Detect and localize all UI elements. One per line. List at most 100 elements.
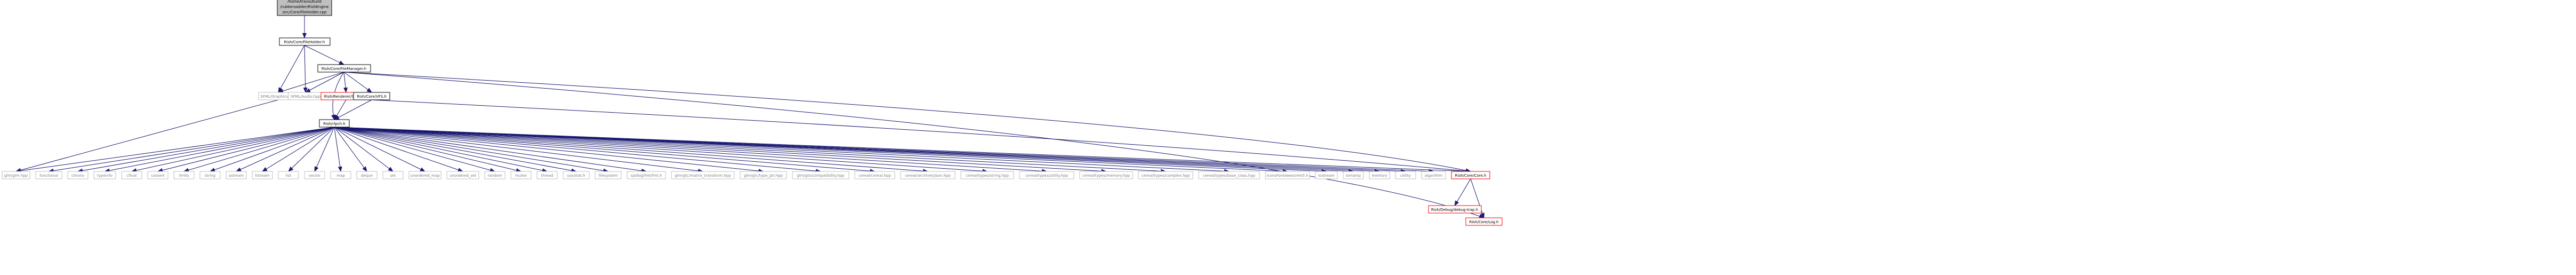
node-box (900, 171, 956, 179)
node-limits[interactable]: limits (173, 171, 195, 179)
node-algorithm[interactable]: algorithm (1421, 171, 1446, 179)
node-box (1421, 171, 1446, 179)
edge-rish-core-filemanager-h-to-rish-core-log-h (343, 72, 1484, 218)
node-rish-core-log-h[interactable]: Rish/Core/Log.h (1465, 217, 1503, 226)
node-utility[interactable]: utility (1395, 171, 1416, 179)
node-label: filesystem (599, 174, 618, 178)
edge-rish-rlpch-h-to-vector (314, 127, 335, 172)
edge-rish-rlpch-h-to-limits (183, 127, 335, 172)
edge-rish-rlpch-h-to-unordered-map (334, 127, 426, 172)
node-box (595, 171, 622, 179)
node-sfml-audio-hpp[interactable]: SFML/Audio.hpp (288, 92, 323, 100)
node-set[interactable]: set (382, 171, 404, 179)
edge-rish-core-filemanager-h-to-rish-core-core-h (343, 72, 1471, 173)
edge-rish-rlpch-h-to-sstream (236, 127, 335, 172)
node-spdlog-fmt-fmt-h[interactable]: spdlog/fmt/fmt.h (627, 171, 666, 179)
node-memory[interactable]: memory (1369, 171, 1390, 179)
node-box (960, 171, 1014, 179)
node-random[interactable]: random (484, 171, 505, 179)
node-unordered-map[interactable]: unordered_map (408, 171, 442, 179)
edge-rish-rlpch-h-to-cfloat (131, 127, 335, 172)
edge-rish-core-fileholder-h-to-sfml-audio-hpp (303, 45, 308, 93)
node-filesystem[interactable]: filesystem (595, 171, 622, 179)
node-box (147, 171, 168, 179)
node-glm-gtc-matrix-transform-hpp[interactable]: glm/gtc/matrix_transform.hpp (671, 171, 735, 179)
node-rish-core-vfs-h[interactable]: Rish/Core/VFS.h (353, 92, 390, 100)
node-box (792, 171, 849, 179)
node-glm-gtx-compatibility-hpp[interactable]: glm/gtx/compatibility.hpp (792, 171, 849, 179)
node-vector[interactable]: vector (304, 171, 325, 179)
node-label: set (390, 174, 396, 178)
node-cereal-archives-json-hpp[interactable]: cereal/archives/json.hpp (900, 171, 956, 179)
node-thread[interactable]: thread (536, 171, 558, 179)
node-fstream[interactable]: fstream (252, 171, 273, 179)
node-glm-gtc-type-ptr-hpp[interactable]: glm/gtc/type_ptr.hpp (740, 171, 787, 179)
node-box (252, 171, 273, 179)
node-cereal-types-complex-hpp[interactable]: cereal/types/complex.hpp (1138, 171, 1193, 179)
node-rish-rlpch-h[interactable]: Rish/rlpch.h (319, 119, 350, 128)
node-label: cereal/types/base_class.hpp (1203, 174, 1256, 178)
node-list[interactable]: list (278, 171, 299, 179)
edge-rish-core-core-h-to-rish-core-log-h (1470, 178, 1484, 218)
edge-rish-rlpch-h-to-cereal-types-memory-hpp (334, 127, 1107, 174)
node-map[interactable]: map (330, 171, 351, 179)
node-box (408, 171, 442, 179)
node-label: Rish/Core/FileHolder.h (284, 40, 325, 44)
node-typeinfo[interactable]: typeinfo (93, 171, 116, 179)
node-label: cereal/cereal.hpp (858, 174, 891, 178)
edge-rish-rlpch-h-to-typeinfo (104, 127, 335, 173)
node-box (121, 171, 142, 179)
node-cereal-types-string-hpp[interactable]: cereal/types/string.hpp (960, 171, 1014, 179)
edge-rish-rlpch-h-to-deque (334, 127, 367, 172)
node-rish-core-fileholder-h[interactable]: Rish/Core/FileHolder.h (279, 37, 331, 46)
node-label: sys/stat.h (567, 174, 585, 178)
node-label: SFML/Audio.hpp (291, 95, 321, 99)
node-unordered-set[interactable]: unordered_set (446, 171, 479, 179)
node-label: /home/travis/build (287, 0, 322, 4)
node-label: fstream (255, 174, 270, 178)
node-box (1465, 217, 1503, 226)
node-deque[interactable]: deque (356, 171, 378, 179)
node-cereal-cereal-hpp[interactable]: cereal/cereal.hpp (854, 171, 895, 179)
node-label: string (205, 174, 215, 178)
node-label: spdlog/fmt/fmt.h (631, 174, 662, 178)
node-rish-debug-debug-trap-h[interactable]: Rish/Debug/debug-trap.h (1428, 205, 1482, 214)
node-label: thread (541, 174, 553, 178)
node-glm-glm-hpp[interactable]: glm/glm.hpp (2, 171, 30, 179)
node-label: glm/gtc/type_ptr.hpp (744, 174, 783, 178)
edge-rish-core-vfs-h-to-rish-rlpch-h (334, 99, 372, 120)
node-mutex[interactable]: mutex (510, 171, 532, 179)
node-sys-stat-h[interactable]: sys/stat.h (563, 171, 590, 179)
node-box (277, 0, 332, 16)
node-cereal-types-utility-hpp[interactable]: cereal/types/utility.hpp (1019, 171, 1074, 179)
node-src-core-fileholder-cpp[interactable]: /home/travis/build/rubbersadder/RishEngi… (277, 0, 332, 16)
edge-rish-rlpch-h-to-thread (334, 127, 548, 173)
node-string[interactable]: string (199, 171, 221, 179)
node-chrono[interactable]: chrono (67, 171, 89, 179)
node-box (740, 171, 787, 179)
edge-rish-rlpch-h-to-fstream (262, 127, 335, 172)
node-cassert[interactable]: cassert (147, 171, 168, 179)
node-box (304, 171, 325, 179)
node-box (671, 171, 735, 179)
node-box (278, 171, 299, 179)
node-label: typeinfo (97, 174, 113, 178)
node-functional[interactable]: functional (35, 171, 62, 179)
node-sstream[interactable]: sstream (226, 171, 247, 179)
node-rish-core-filemanager-h[interactable]: Rish/Core/FileManager.h (317, 64, 371, 73)
node-box (317, 64, 371, 73)
edge-rish-core-filemanager-h-to-sfml-audio-hpp (305, 72, 344, 93)
node-label: mutex (515, 174, 527, 178)
node-cereal-types-memory-hpp[interactable]: cereal/types/memory.hpp (1079, 171, 1133, 179)
node-cereal-types-base-class-hpp[interactable]: cereal/types/base_class.hpp (1198, 171, 1260, 179)
node-iostream[interactable]: iostream (1315, 171, 1338, 179)
node-box (1369, 171, 1390, 179)
edge-rish-core-fileholder-h-to-sfml-graphics-hpp (278, 45, 305, 93)
edge-rish-rlpch-h-to-iconsfontawesome5-h (334, 127, 1288, 174)
node-cfloat[interactable]: cfloat (121, 171, 142, 179)
node-label: cfloat (126, 174, 137, 178)
node-iconsfontawesome5-h[interactable]: IconsFontAwesome5.h (1265, 171, 1310, 179)
edge-rish-rlpch-h-to-set (334, 127, 394, 172)
node-iomanip[interactable]: iomanip (1343, 171, 1364, 179)
node-rish-core-core-h[interactable]: Rish/Core/Core.h (1451, 171, 1490, 179)
